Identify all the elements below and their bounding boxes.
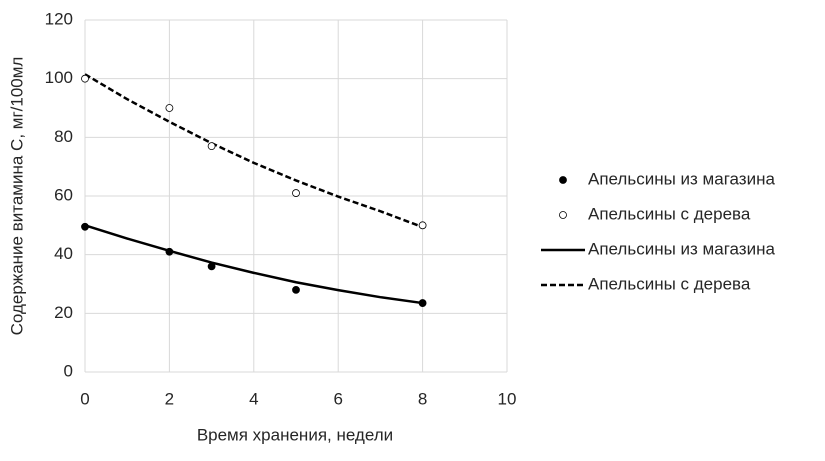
marker xyxy=(81,222,89,231)
trend-line xyxy=(84,73,424,229)
y-tick-label: 40 xyxy=(54,244,73,263)
marker xyxy=(207,142,216,151)
x-tick-label: 0 xyxy=(80,389,89,408)
y-tick-label: 120 xyxy=(45,9,73,28)
y-axis-label: Содержание витамина С, мг/100мл xyxy=(7,57,26,336)
legend-label: Апельсины с дерева xyxy=(588,204,751,223)
y-tick-label: 100 xyxy=(45,68,73,87)
marker xyxy=(81,74,89,83)
marker xyxy=(165,104,174,112)
x-axis-label: Время хранения, недели xyxy=(197,425,393,444)
x-tick-label: 8 xyxy=(418,389,427,408)
marker xyxy=(292,285,300,294)
x-tick-label: 6 xyxy=(333,389,342,408)
legend-marker xyxy=(559,211,567,219)
legend-label: Апельсины из магазина xyxy=(588,239,775,258)
y-tick-label: 80 xyxy=(54,127,73,146)
y-tick-label: 60 xyxy=(54,185,73,204)
marker xyxy=(207,262,216,271)
legend-label: Апельсины из магазина xyxy=(588,169,775,188)
marker xyxy=(418,299,427,307)
marker xyxy=(292,189,300,197)
legend-label: Апельсины с дерева xyxy=(588,274,751,293)
marker xyxy=(418,221,427,230)
y-tick-label: 20 xyxy=(54,303,73,322)
x-tick-label: 2 xyxy=(165,389,174,408)
marker xyxy=(165,247,174,256)
y-tick-label: 0 xyxy=(64,361,73,380)
x-tick-label: 10 xyxy=(498,389,517,408)
x-tick-label: 4 xyxy=(249,389,258,408)
trend-line xyxy=(84,224,423,305)
legend-marker xyxy=(559,176,567,184)
